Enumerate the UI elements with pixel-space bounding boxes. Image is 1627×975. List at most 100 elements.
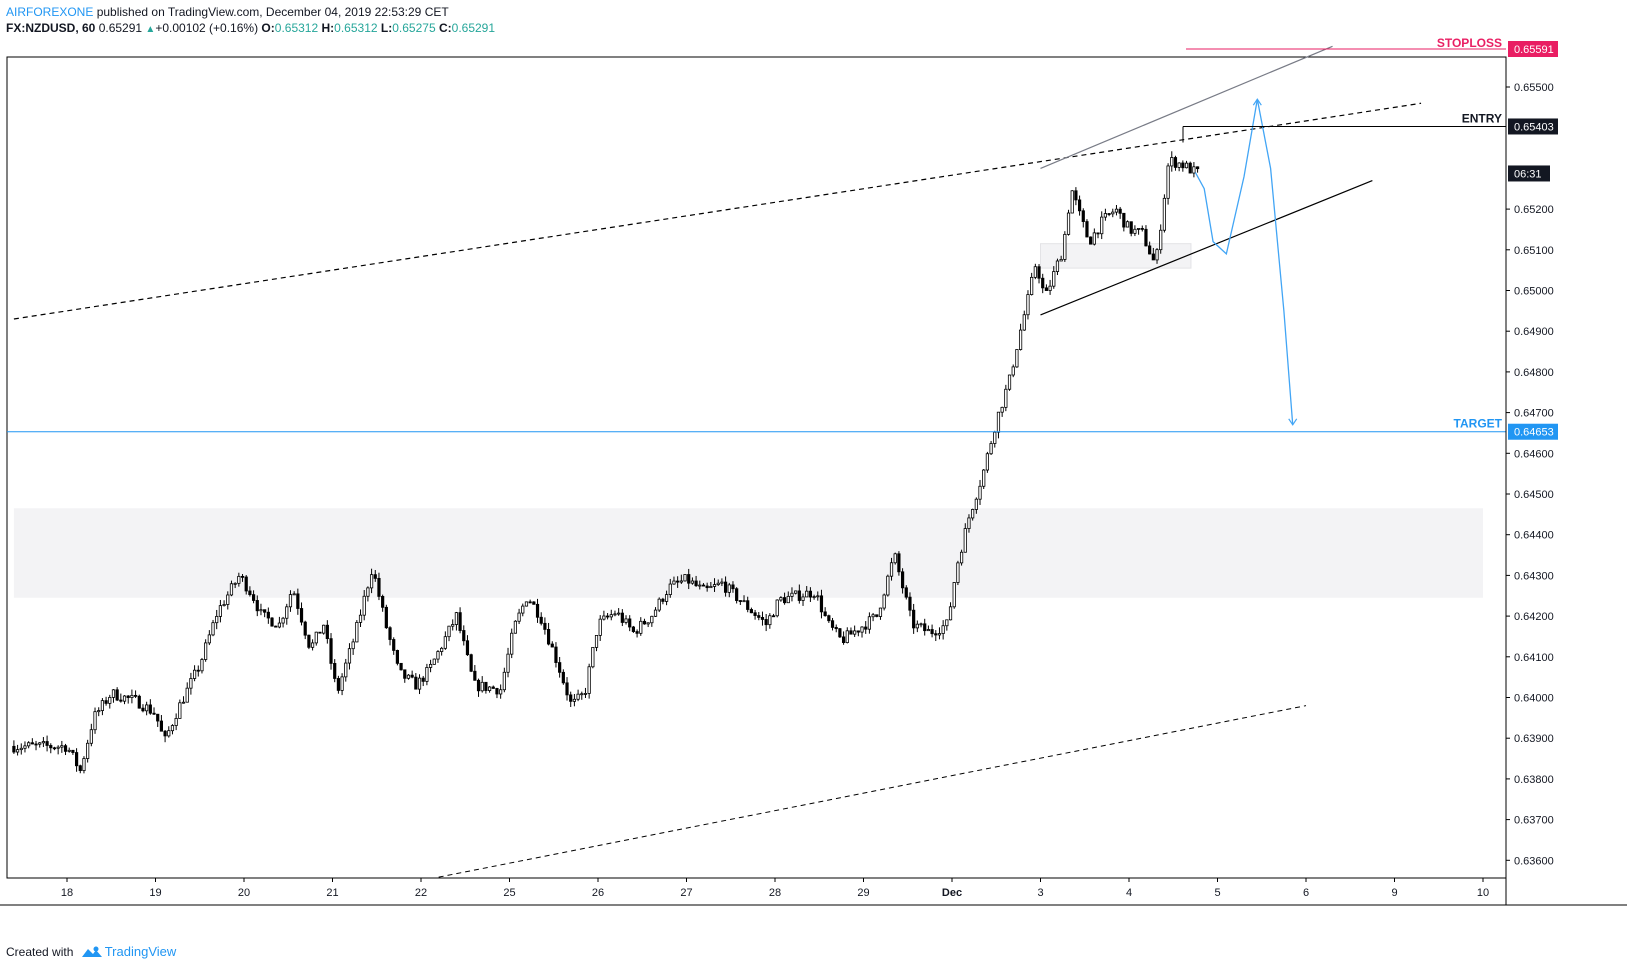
candle-body — [705, 585, 709, 589]
candle — [982, 469, 986, 490]
candle-body — [735, 588, 739, 601]
candle — [653, 607, 658, 617]
candle-body — [491, 686, 495, 689]
candle-body — [1159, 229, 1163, 251]
candle-body — [351, 641, 355, 650]
candle-body — [1129, 221, 1133, 234]
candle — [152, 707, 156, 715]
candle-body — [760, 617, 765, 620]
candle — [794, 590, 798, 595]
candle — [1011, 364, 1015, 378]
candle-body — [244, 576, 248, 592]
candle — [108, 694, 112, 709]
candle — [930, 624, 934, 638]
price-tick-label: 0.64000 — [1514, 693, 1554, 705]
candle — [377, 572, 381, 601]
candle — [971, 508, 975, 521]
candle — [749, 607, 754, 614]
candle — [937, 627, 942, 640]
candle — [1111, 208, 1115, 218]
candle — [344, 658, 348, 682]
candle — [292, 591, 296, 596]
candle-body — [753, 612, 757, 616]
candle-body — [369, 574, 374, 589]
candle-body — [303, 621, 307, 636]
candle — [499, 684, 503, 699]
target-label: TARGET — [1454, 417, 1503, 431]
candle-body — [89, 729, 93, 744]
candle — [731, 581, 735, 593]
candle — [476, 678, 481, 697]
created-with-text: Created with — [6, 945, 74, 959]
time-tick-label: 25 — [503, 887, 515, 899]
candle — [347, 643, 352, 670]
high-label: H: — [321, 21, 335, 35]
candle-body — [167, 730, 171, 737]
candle — [395, 649, 400, 666]
candle — [27, 741, 31, 749]
candle — [646, 622, 650, 628]
author-link[interactable]: AIRFOREXONE — [6, 5, 94, 19]
candle-body — [473, 670, 477, 681]
candle — [204, 639, 208, 662]
candle — [358, 609, 363, 628]
candle — [827, 614, 831, 623]
time-tick-label: 19 — [149, 887, 161, 899]
candle — [864, 621, 868, 634]
candle — [373, 570, 377, 582]
candle — [192, 665, 197, 682]
candle — [1195, 166, 1200, 173]
candle-body — [569, 694, 573, 702]
candle — [635, 629, 639, 638]
candle — [469, 653, 473, 673]
candle-body — [432, 658, 436, 665]
candle — [255, 595, 259, 617]
candle-body — [495, 688, 499, 695]
candle-body — [565, 682, 569, 696]
publish-text: published on TradingView.com, December 0… — [93, 5, 449, 19]
candle-body — [447, 625, 451, 638]
candle-body — [237, 575, 241, 584]
candle — [137, 694, 141, 709]
candle-body — [469, 654, 473, 672]
target-badge-label: 0.64653 — [1514, 427, 1554, 439]
ohlc-row: FX:NZDUSD, 60 0.65291 ▲+0.00102 (+0.16%)… — [6, 20, 495, 38]
candle-body — [215, 615, 219, 624]
candle — [1063, 231, 1067, 262]
candle-body — [27, 742, 31, 747]
candle — [875, 614, 879, 618]
candle — [41, 737, 46, 748]
candle-body — [1181, 162, 1185, 169]
price-tick-label: 0.65500 — [1514, 82, 1554, 94]
candle — [63, 743, 68, 756]
candle — [502, 667, 506, 693]
tradingview-brand-link[interactable]: TradingView — [104, 944, 177, 959]
candle-body — [915, 623, 919, 629]
candle-body — [838, 628, 842, 638]
candle-body — [292, 593, 296, 596]
candle-body — [853, 630, 857, 635]
candle-body — [410, 674, 414, 678]
candle — [406, 674, 411, 680]
candle-body — [1100, 216, 1104, 235]
candle — [381, 594, 385, 612]
candle-body — [580, 693, 584, 696]
candle — [1015, 349, 1019, 368]
candle — [1103, 208, 1107, 221]
candle-body — [886, 575, 890, 596]
candle-body — [60, 745, 64, 748]
candle — [705, 582, 709, 592]
candle-body — [1048, 285, 1052, 291]
price-tick-label: 0.65000 — [1514, 286, 1554, 298]
candle — [1041, 273, 1045, 294]
candle — [768, 613, 772, 629]
channel-lower-line — [1040, 180, 1373, 316]
candle-body — [1055, 260, 1060, 272]
candle — [838, 627, 842, 638]
candle-body — [775, 599, 779, 617]
time-tick-label: 28 — [769, 887, 781, 899]
candle — [849, 627, 853, 635]
price-change: +0.00102 (+0.16%) — [155, 21, 259, 35]
candle-body — [115, 689, 119, 701]
